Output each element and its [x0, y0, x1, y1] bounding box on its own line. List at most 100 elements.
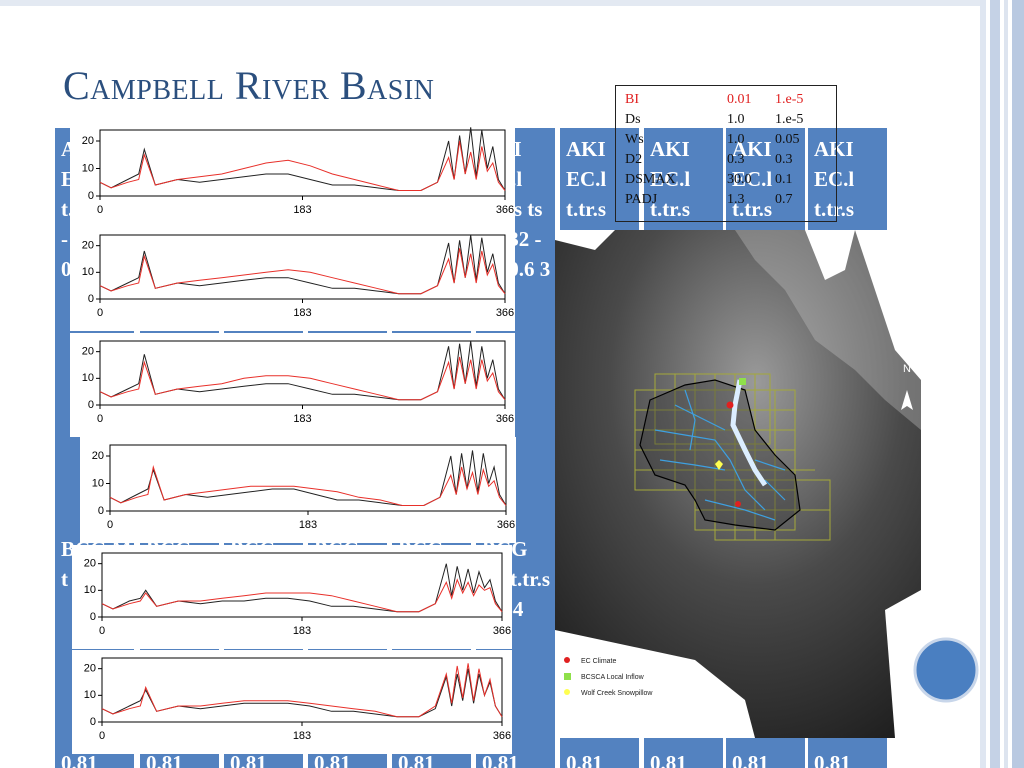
decor-circle: [913, 637, 979, 703]
x-tick-label: 366: [496, 307, 514, 319]
series-line: [101, 663, 503, 718]
y-tick-label: 0: [88, 293, 94, 305]
hydrograph: 0 10 20 0 183 366: [70, 333, 515, 437]
x-tick-label: 0: [99, 625, 105, 637]
param-cell: Ws: [625, 132, 644, 147]
y-tick-label: 10: [82, 372, 94, 384]
param-cell: 1.0: [727, 112, 745, 127]
series-line: [109, 465, 507, 506]
y-tick-label: 10: [84, 689, 96, 701]
x-tick-label: 0: [97, 413, 103, 425]
y-tick-label: 20: [84, 558, 96, 570]
station-ec: [735, 501, 741, 507]
param-cell: DSMAX: [625, 172, 676, 187]
footer-cell: 0.81: [566, 751, 603, 768]
series-line: [99, 248, 506, 295]
footer-cell: 0.81: [314, 751, 351, 768]
x-tick-label: 183: [293, 625, 311, 637]
legend-area: [555, 630, 755, 738]
basin-outline: [639, 379, 801, 531]
parameter-table: BI 0.01 1.e-5 Ds 1.0 1.e-5 Ws 1.0 0.05 D2 0.3 0.3 DS…: [615, 85, 837, 222]
series-line: [99, 127, 506, 191]
x-tick-label: 0: [97, 204, 103, 216]
x-tick-label: 0: [107, 519, 113, 531]
plot-frame: [99, 234, 506, 300]
y-tick-label: 0: [98, 505, 104, 517]
y-tick-label: 10: [82, 162, 94, 174]
plot-frame: [101, 552, 503, 618]
x-tick-label: 0: [97, 307, 103, 319]
series-line: [99, 340, 506, 401]
hydrograph: 0 10 20 0 183 366: [80, 437, 516, 543]
north-label: N: [903, 363, 911, 375]
y-tick-label: 10: [82, 266, 94, 278]
footer-cell: 0.81: [61, 751, 98, 768]
param-cell: 1.3: [727, 192, 745, 207]
legend-swatch: [564, 689, 570, 695]
decor-stripe: [1004, 0, 1008, 768]
series-line: [99, 356, 506, 401]
param-cell: Ds: [625, 112, 641, 127]
param-cell: 0.05: [775, 132, 800, 147]
footer-cell: 0.81: [650, 751, 687, 768]
x-tick-label: 183: [293, 730, 311, 742]
station-bcsca: [739, 378, 746, 385]
y-tick-label: 10: [84, 584, 96, 596]
legend-swatch: [564, 657, 570, 663]
footer-cell: 0.81: [732, 751, 769, 768]
slide-title: Campbell River Basin: [63, 63, 435, 108]
x-tick-label: 183: [299, 519, 317, 531]
param-cell: BI: [625, 92, 639, 107]
x-tick-label: 366: [493, 730, 511, 742]
param-cell: 0.3: [775, 152, 793, 167]
water: [885, 590, 921, 738]
x-tick-label: 183: [293, 307, 311, 319]
param-cell: 1.e-5: [775, 92, 804, 107]
param-cell: PADJ: [625, 192, 658, 207]
param-cell: 0.1: [775, 172, 793, 187]
hydrograph: 0 10 20 0 183 366: [70, 122, 515, 228]
y-tick-label: 20: [92, 450, 104, 462]
x-tick-label: 366: [497, 519, 515, 531]
x-tick-label: 366: [493, 625, 511, 637]
footer-cell: 0.81: [482, 751, 519, 768]
decor-stripe: [0, 0, 980, 6]
water: [555, 230, 615, 250]
legend-label: EC Climate: [581, 658, 617, 665]
header-cell: AKI EC.l t.tr.s: [814, 137, 855, 221]
footer-cell: 0.81: [398, 751, 435, 768]
param-cell: D2: [625, 152, 643, 167]
legend-swatch: [564, 673, 571, 680]
param-cell: 1.e-5: [775, 112, 804, 127]
param-cell: 1.0: [727, 132, 745, 147]
legend-label: Wolf Creek Snowpillow: [581, 690, 653, 697]
y-tick-label: 20: [84, 663, 96, 675]
rivers: [654, 389, 786, 521]
basin-map: N EC Climate BCSCA Local Inflow Wolf Cre…: [555, 230, 921, 738]
y-tick-label: 20: [82, 240, 94, 252]
water: [805, 230, 855, 280]
y-tick-label: 20: [82, 346, 94, 358]
y-tick-label: 0: [88, 190, 94, 202]
station-snowpillow: [715, 460, 723, 470]
series-line: [99, 140, 506, 191]
param-cell: 30.0: [727, 172, 752, 187]
reservoir: [730, 379, 768, 487]
hydrograph: 0 10 20 0 183 366: [70, 227, 515, 331]
decor-stripe: [990, 0, 1000, 768]
x-tick-label: 183: [293, 204, 311, 216]
y-tick-label: 0: [88, 399, 94, 411]
hydrograph: 0 10 20 0 183 366: [72, 545, 512, 649]
y-tick-label: 10: [92, 477, 104, 489]
y-tick-label: 0: [90, 611, 96, 623]
param-cell: 0.01: [727, 92, 752, 107]
decor-stripe: [980, 0, 986, 768]
plot-frame: [99, 129, 506, 197]
y-tick-label: 0: [90, 716, 96, 728]
series-line: [99, 234, 506, 295]
x-tick-label: 366: [496, 204, 514, 216]
station-ec: [726, 401, 734, 409]
plot-frame: [109, 444, 507, 512]
decor-stripe: [1012, 0, 1024, 768]
